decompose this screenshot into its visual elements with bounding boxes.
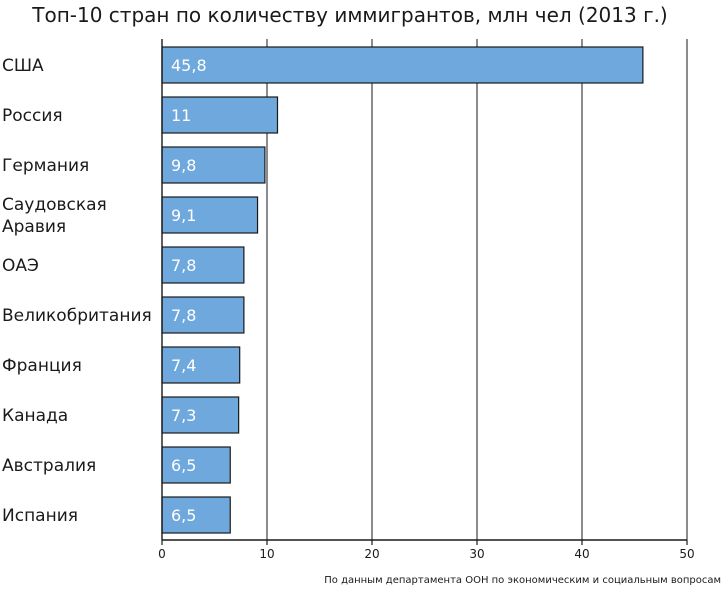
bar-value-label-9: 6,5 [171,506,196,525]
bar-value-label-4: 7,8 [171,256,196,275]
bar-5 [161,296,245,334]
bar-value-label-3: 9,1 [171,206,196,225]
category-label-1: Россия [2,106,63,126]
category-label-7: Канада [2,406,68,426]
category-label-3: Саудовская Аравия [2,195,107,237]
bar-value-label-5: 7,8 [171,306,196,325]
category-label-8: Австралия [2,456,96,476]
category-label-6: Франция [2,356,82,376]
bars: 45,8 11 9,8 9,1 7,8 7,8 7,4 7,3 6,5 6,5 [161,46,644,534]
source-note: По данным департамента ООН по экономичес… [324,575,721,586]
category-label-4: ОАЭ [2,256,39,276]
category-labels: США Россия Германия Саудовская Аравия ОАЭ Вели… [2,56,152,526]
category-label-9: Испания [2,506,78,526]
bar-value-label-0: 45,8 [171,56,207,75]
chart-title: Топ-10 стран по количеству иммигрантов, … [32,3,668,27]
bar-2 [161,146,266,184]
category-label-5: Великобритания [2,306,152,326]
bar-8 [161,446,231,484]
grid-lines [266,39,688,540]
category-label-2: Германия [2,156,89,176]
x-tick-label-0: 0 [158,547,166,561]
category-label-0: США [2,56,44,76]
bar-6 [161,346,241,384]
bar-0 [161,46,644,84]
x-tick-label-40: 40 [574,547,589,561]
x-axis: 0 10 20 30 40 50 [158,39,695,561]
x-tick-label-50: 50 [679,547,694,561]
bar-value-label-8: 6,5 [171,456,196,475]
bar-value-label-6: 7,4 [171,356,196,375]
x-tick-label-20: 20 [364,547,379,561]
bar-value-label-2: 9,8 [171,156,196,175]
bar-9 [161,496,231,534]
bar-value-label-1: 11 [171,106,191,125]
bar-value-label-7: 7,3 [171,406,196,425]
x-tick-label-30: 30 [469,547,484,561]
x-tick-label-10: 10 [259,547,274,561]
bar-4 [161,246,245,284]
bar-7 [161,396,240,434]
bar-3 [161,196,259,234]
